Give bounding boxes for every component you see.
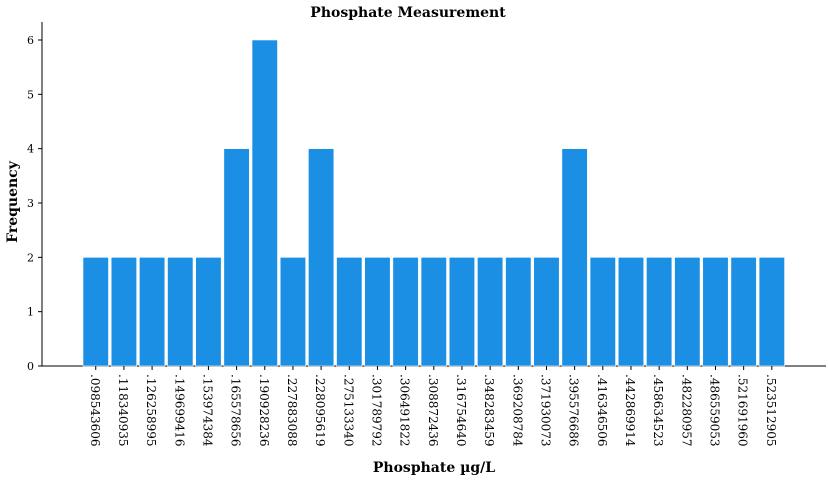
bar [251, 39, 278, 367]
x-tick-label: .442869914 [623, 374, 637, 447]
x-tick-label: .348283459 [482, 374, 496, 447]
y-tick-label: 0 [27, 360, 34, 373]
y-axis-label: Frequency [5, 160, 21, 243]
bar [505, 257, 532, 367]
bar [336, 257, 363, 367]
x-tick-label: .165578656 [229, 374, 243, 447]
x-tick-label: .118340935 [116, 374, 130, 447]
y-tick-label: 3 [27, 197, 34, 210]
x-tick-label: .523512905 [764, 374, 778, 447]
bar [646, 257, 673, 367]
chart-title: Phosphate Measurement [310, 5, 506, 21]
x-tick-label: .482280957 [679, 374, 693, 447]
x-tick-label: .395576686 [567, 374, 581, 447]
x-tick-label: .416346506 [595, 374, 609, 447]
bar [674, 257, 701, 367]
bar [448, 257, 476, 367]
y-tick-label: 5 [27, 88, 34, 101]
x-tick-label: .126258995 [144, 374, 158, 447]
x-tick-label: .227883088 [285, 374, 299, 447]
bar [758, 257, 785, 367]
x-tick-label: .306491822 [398, 374, 412, 447]
bar [477, 257, 504, 367]
bar [195, 257, 222, 367]
x-tick-label: .190928236 [257, 374, 271, 447]
x-tick-label: .316754640 [454, 374, 468, 447]
bar [730, 257, 757, 367]
x-tick-label: .371930073 [538, 374, 552, 447]
x-tick-label: .275133340 [341, 374, 355, 447]
y-ticks: 0 1 2 3 4 5 6 [27, 34, 42, 373]
bar [223, 148, 250, 367]
bar [279, 257, 306, 367]
bar [110, 257, 137, 367]
x-tick-label: .149699416 [172, 374, 186, 447]
bar [308, 148, 335, 367]
bar [392, 257, 419, 367]
y-tick-label: 1 [27, 306, 34, 319]
bar [561, 148, 588, 367]
x-tick-label: .486559053 [707, 374, 721, 447]
x-tick-label: .458634523 [651, 374, 665, 447]
x-tick-label: .228095619 [313, 374, 327, 447]
x-tick-label: .308872436 [426, 374, 440, 447]
x-tick-label: .369208784 [510, 374, 524, 447]
x-tick-labels: .098543606 .118340935 .126258995 .149699416… [88, 366, 778, 447]
bar [82, 257, 109, 367]
x-tick-label: .098543606 [88, 374, 102, 447]
y-tick-label: 6 [27, 34, 34, 47]
x-tick-label: .301789792 [369, 374, 383, 447]
bar [364, 257, 391, 367]
bar [420, 257, 447, 367]
bar [533, 257, 560, 367]
bar [589, 257, 616, 367]
bars [82, 39, 785, 367]
x-tick-label: .521691960 [736, 374, 750, 447]
bar [617, 257, 645, 367]
bar [702, 257, 729, 367]
y-tick-label: 4 [27, 143, 34, 156]
x-axis-label: Phosphate µg/L [373, 460, 495, 476]
x-tick-label: .153974384 [200, 374, 214, 447]
y-tick-label: 2 [27, 251, 34, 264]
bar [167, 257, 194, 367]
bar [139, 257, 166, 367]
